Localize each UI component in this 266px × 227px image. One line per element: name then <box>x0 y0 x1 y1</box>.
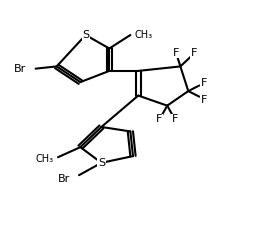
Text: CH₃: CH₃ <box>36 154 54 165</box>
Text: S: S <box>82 30 89 40</box>
Text: F: F <box>191 48 197 58</box>
Text: F: F <box>172 114 178 124</box>
Text: S: S <box>98 158 105 168</box>
Text: F: F <box>201 95 207 105</box>
Text: CH₃: CH₃ <box>134 30 152 40</box>
Text: Br: Br <box>57 173 70 183</box>
Text: F: F <box>156 114 163 124</box>
Text: F: F <box>173 47 180 57</box>
Text: Br: Br <box>14 64 26 74</box>
Text: F: F <box>201 78 207 88</box>
